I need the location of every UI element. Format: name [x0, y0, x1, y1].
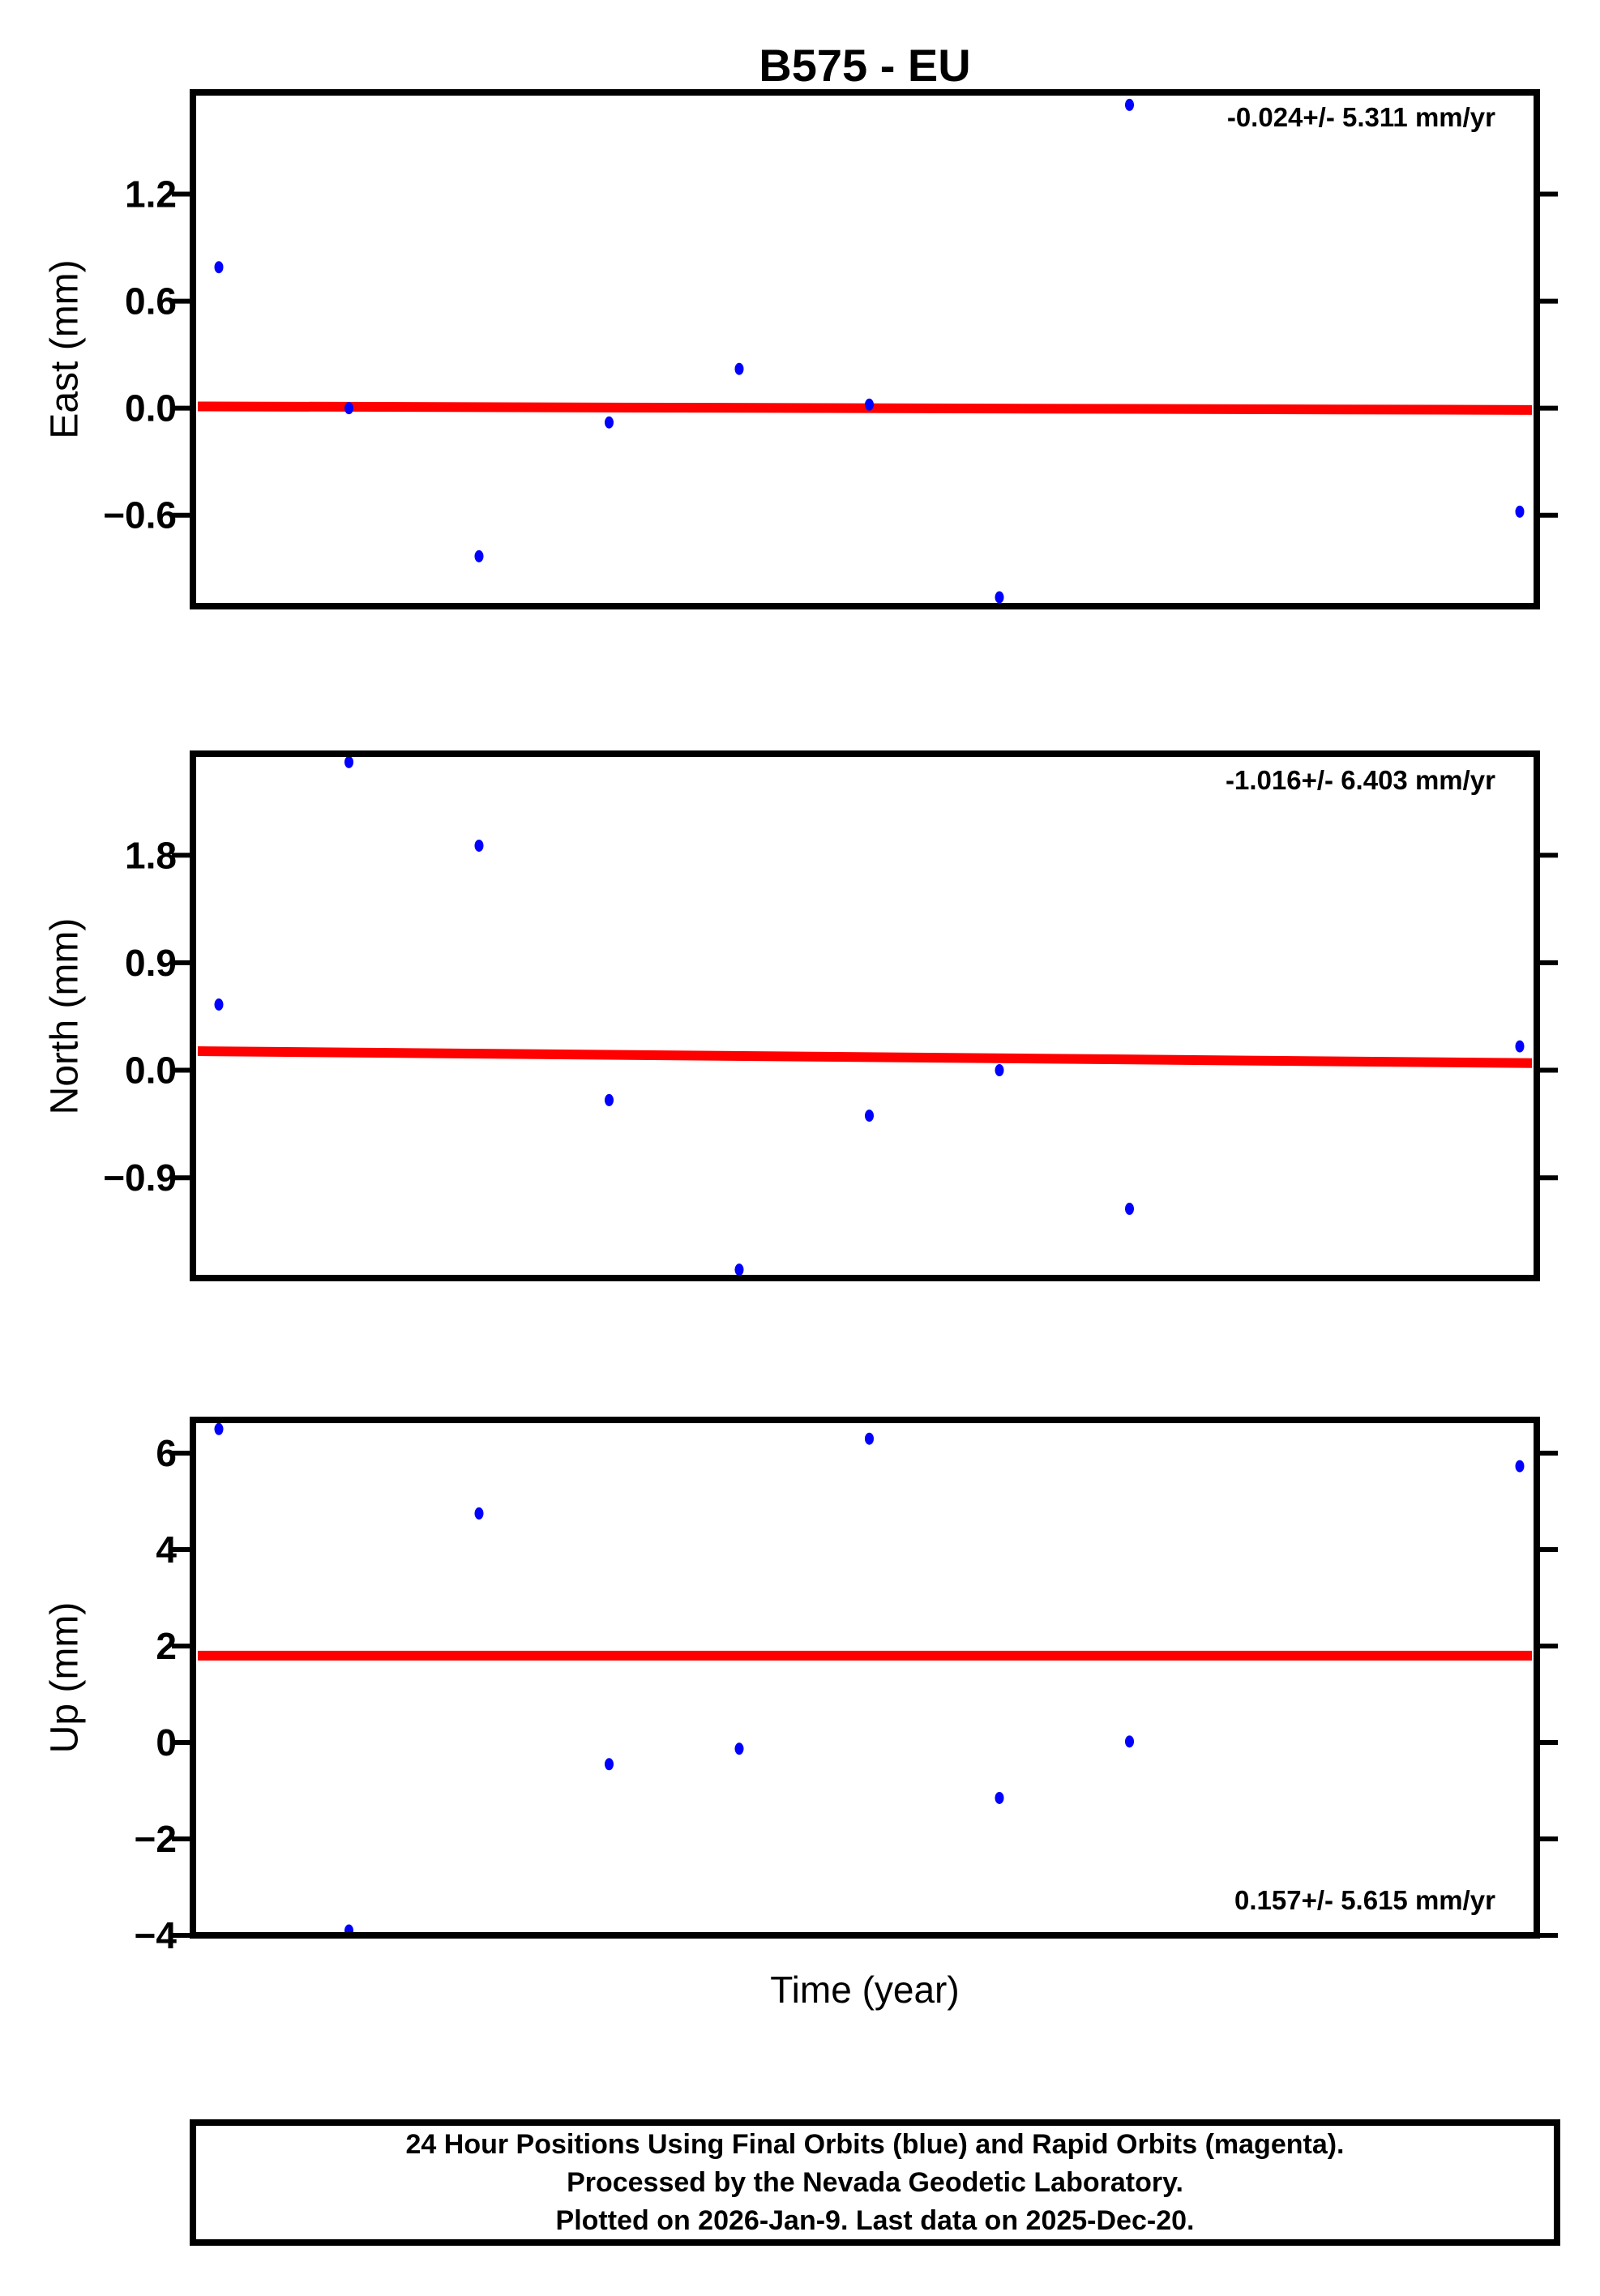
y-tick-label: −0.6 — [103, 494, 177, 537]
data-point — [474, 1507, 484, 1520]
trend-line — [197, 401, 1533, 415]
data-point — [734, 362, 744, 375]
plot-content — [197, 98, 1533, 604]
page-title: B575 - EU — [759, 40, 971, 91]
trend-line — [197, 1045, 1533, 1068]
y-tick-label: −4 — [135, 1914, 178, 1956]
y-tick-label: 0 — [156, 1721, 177, 1764]
y-tick-label: 4 — [156, 1529, 177, 1571]
y-tick-label: 1.2 — [125, 173, 177, 215]
data-point — [214, 998, 224, 1011]
subplot-east: 1.2 0.6 0.0 −0.6 — [103, 89, 1558, 609]
data-point — [1125, 1735, 1134, 1748]
y-tick-label: 0.6 — [125, 280, 177, 323]
plot-box-border — [190, 89, 1540, 609]
data-point — [995, 1064, 1004, 1077]
data-point — [1515, 1040, 1525, 1053]
y-tick-label: 1.8 — [125, 834, 177, 876]
y-axis-label-north: North (mm) — [43, 917, 87, 1115]
y-axis-label-east: East (mm) — [43, 259, 87, 439]
data-point — [734, 1742, 744, 1755]
rate-annotation-east: -0.024+/- 5.311 mm/yr — [1226, 102, 1495, 132]
data-point — [1515, 505, 1525, 518]
x-axis-label: Time (year) — [770, 1969, 960, 2011]
data-point — [865, 1110, 874, 1122]
data-point — [865, 398, 874, 411]
data-point — [1125, 98, 1134, 111]
y-tick-label: 2 — [156, 1625, 177, 1667]
caption-box: 24 Hour Positions Using Final Orbits (bl… — [190, 2119, 1560, 2246]
y-tick-label: 0.9 — [125, 942, 177, 984]
plot-content — [198, 1422, 1532, 1935]
caption-line-2: Processed by the Nevada Geodetic Laborat… — [567, 2166, 1183, 2198]
data-point — [1515, 1460, 1525, 1473]
data-point — [734, 1263, 744, 1276]
plot-content — [197, 755, 1533, 1276]
rate-annotation-up: 0.157+/- 5.615 mm/yr — [1234, 1885, 1495, 1915]
caption-line-3: Plotted on 2026-Jan-9. Last data on 2025… — [555, 2204, 1195, 2236]
data-point — [605, 1093, 614, 1106]
data-point — [995, 1791, 1004, 1804]
data-point — [605, 1758, 614, 1771]
data-point — [995, 591, 1004, 604]
y-axis-label-up: Up (mm) — [43, 1601, 87, 1754]
y-tick-label: −2 — [135, 1818, 177, 1860]
subplot-up: 6 4 2 0 −2 −4 — [135, 1417, 1558, 1956]
plot-box-border — [190, 1417, 1540, 1939]
plot-box-border — [190, 750, 1540, 1281]
y-tick-label: 0.0 — [125, 1050, 177, 1092]
subplot-north: 1.8 0.9 0.0 −0.9 — [103, 750, 1558, 1281]
rate-annotation-north: -1.016+/- 6.403 mm/yr — [1226, 765, 1495, 795]
y-tick-label: 6 — [156, 1432, 177, 1474]
caption-line-1: 24 Hour Positions Using Final Orbits (bl… — [405, 2128, 1345, 2160]
data-point — [474, 839, 484, 852]
data-point — [474, 549, 484, 562]
data-point — [605, 416, 614, 429]
y-tick-label: −0.9 — [103, 1157, 177, 1199]
data-point — [214, 1422, 224, 1435]
y-tick-label: 0.0 — [125, 387, 177, 430]
data-point — [344, 402, 353, 415]
data-point — [865, 1432, 874, 1445]
data-point — [1125, 1203, 1134, 1216]
data-point — [214, 261, 224, 274]
data-point — [344, 755, 353, 768]
